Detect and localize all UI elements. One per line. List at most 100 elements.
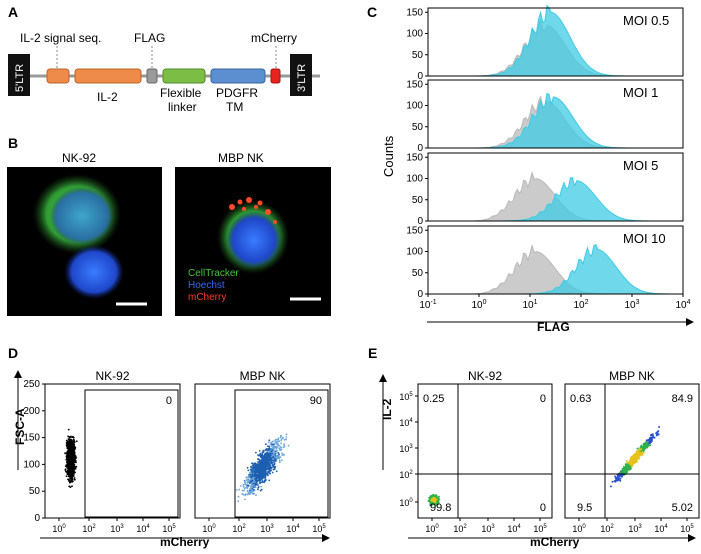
event-dot (276, 443, 279, 446)
event-dot (620, 469, 623, 472)
event-dot (648, 439, 651, 442)
event-dot (270, 450, 273, 453)
event-dot (74, 458, 77, 460)
legend-celltracker: CellTracker (188, 268, 239, 279)
event-dot (272, 456, 275, 459)
event-dot (629, 466, 632, 469)
event-dot (273, 450, 275, 453)
d-xtick-label: 105 (162, 524, 176, 534)
event-dot (260, 481, 263, 484)
e-q-upper-right: 84.9 (672, 393, 693, 405)
event-dot (277, 455, 279, 458)
event-dot (262, 451, 265, 454)
d-xtick-label: 100 (52, 524, 66, 534)
c-ytick-label: 150 (406, 225, 423, 236)
event-dot (278, 461, 281, 464)
d-xtick-label: 105 (312, 524, 326, 534)
ltr3-box (290, 54, 312, 96)
histogram-4-control (428, 243, 683, 295)
e-xtick-label: 105 (533, 524, 547, 534)
e-plot-frame (417, 383, 553, 519)
event-dot (280, 435, 283, 437)
event-dot (431, 497, 434, 500)
event-dot (252, 488, 255, 491)
event-dot (251, 464, 254, 467)
event-dot (242, 485, 245, 488)
c-ytick-label: 150 (406, 7, 423, 18)
event-dot (614, 480, 617, 483)
event-dot (271, 447, 274, 450)
event-dot (69, 465, 72, 468)
event-dot (72, 448, 75, 451)
event-dot (71, 465, 74, 467)
e-ytick-label: 103 (399, 444, 413, 454)
event-dot (246, 489, 249, 492)
c-ytick-label: 0 (417, 71, 423, 82)
e-plot-1-events (427, 493, 441, 507)
event-dot (269, 465, 271, 468)
event-dot (266, 445, 269, 447)
event-dot (256, 479, 259, 482)
flag-label: FLAG (134, 31, 165, 45)
c-xtick-label: 102 (573, 299, 588, 311)
legend-hoechst: Hoechst (188, 280, 225, 291)
ltr5-box (8, 54, 30, 96)
event-dot (259, 461, 261, 464)
d-x-axis-label: mCherry (160, 535, 210, 549)
event-dot (633, 459, 636, 462)
panel-c-letter: C (367, 4, 377, 20)
event-dot (264, 461, 266, 463)
event-dot (276, 446, 279, 449)
event-dot (264, 457, 267, 460)
event-dot (633, 453, 636, 456)
event-dot (260, 488, 263, 491)
histogram-1: 0 50 100 150 MOI 0.5 (406, 4, 684, 82)
event-dot (285, 433, 288, 436)
histogram-2-flag (428, 92, 683, 149)
d-xtick-label: 104 (286, 524, 300, 534)
d-ytick-label: 150 (23, 433, 40, 444)
panel-a: A 5'LTR 3'LTR IL-2 signal seq. FLAG mChe… (8, 4, 320, 114)
event-dot (66, 440, 69, 443)
event-dot (73, 472, 75, 474)
event-dot (630, 457, 633, 460)
event-dot (634, 458, 636, 461)
event-dot (285, 436, 288, 438)
pdgfr-label-1: PDGFR (216, 86, 258, 100)
event-dot (66, 471, 69, 474)
event-dot (267, 470, 270, 473)
event-dot (250, 476, 253, 479)
c-ytick-label: 50 (412, 268, 424, 279)
event-dot (69, 480, 72, 482)
c-ytick-label: 100 (406, 101, 423, 112)
d-plot-frame (44, 383, 181, 519)
event-dot (246, 479, 248, 482)
event-dot (253, 492, 256, 495)
event-dot (264, 479, 267, 481)
event-dot (628, 468, 631, 471)
event-dot (69, 451, 71, 454)
event-dot (280, 442, 282, 445)
event-dot (642, 443, 645, 446)
event-dot (279, 436, 282, 439)
event-dot (262, 481, 264, 483)
e-plot-1: NK-92 0.25 0 99.8 0 100 102 103 104 105 100 102 103 1… (399, 369, 553, 534)
event-dot (269, 466, 272, 469)
event-dot (270, 441, 272, 444)
e-plot-2: MBP NK 0.63 84.9 9.5 5.02 100 102 103 104 105 (564, 369, 700, 534)
event-dot (434, 499, 437, 501)
event-dot (270, 455, 273, 458)
event-dot (267, 474, 269, 477)
histogram-2-frame (427, 79, 684, 149)
event-dot (71, 467, 73, 470)
histogram-3-frame (427, 152, 684, 222)
event-dot (253, 462, 255, 465)
event-dot (242, 483, 245, 486)
event-dot (640, 444, 643, 447)
event-dot (278, 444, 281, 447)
event-dot (71, 460, 74, 463)
event-dot (272, 458, 274, 461)
event-dot (657, 433, 660, 436)
event-dot (251, 485, 254, 488)
